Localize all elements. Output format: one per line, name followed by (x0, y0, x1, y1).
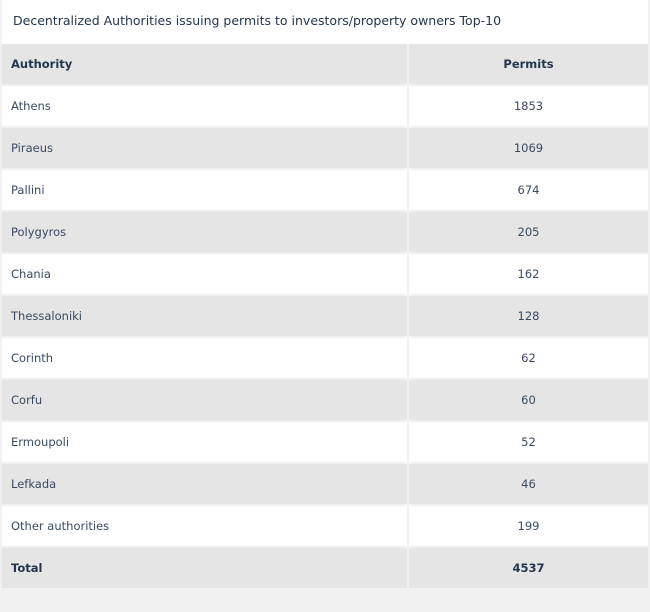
permits-cell: 162 (409, 254, 648, 294)
authority-cell: Athens (2, 86, 407, 126)
total-label: Total (2, 548, 407, 588)
authority-cell: Corinth (2, 338, 407, 378)
permits-cell: 62 (409, 338, 648, 378)
column-header-authority: Authority (2, 44, 407, 84)
authority-cell: Pallini (2, 170, 407, 210)
table-row: Pallini 674 (2, 170, 648, 210)
permits-cell: 674 (409, 170, 648, 210)
authority-cell: Lefkada (2, 464, 407, 504)
permits-cell: 128 (409, 296, 648, 336)
permits-cell: 52 (409, 422, 648, 462)
table-row: Piraeus 1069 (2, 128, 648, 168)
authority-cell: Other authorities (2, 506, 407, 546)
permits-cell: 199 (409, 506, 648, 546)
table-row: Corinth 62 (2, 338, 648, 378)
authority-cell: Piraeus (2, 128, 407, 168)
table-row: Athens 1853 (2, 86, 648, 126)
authority-cell: Ermoupoli (2, 422, 407, 462)
permits-cell: 1853 (409, 86, 648, 126)
authority-cell: Polygyros (2, 212, 407, 252)
table-row: Ermoupoli 52 (2, 422, 648, 462)
permits-cell: 1069 (409, 128, 648, 168)
table-row: Chania 162 (2, 254, 648, 294)
table-row: Other authorities 199 (2, 506, 648, 546)
total-value: 4537 (409, 548, 648, 588)
table-title: Decentralized Authorities issuing permit… (2, 0, 648, 44)
total-row: Total 4537 (2, 548, 648, 588)
permits-cell: 46 (409, 464, 648, 504)
permits-table: Authority Permits Athens 1853 Piraeus 10… (0, 42, 650, 590)
authority-cell: Thessaloniki (2, 296, 407, 336)
table-row: Thessaloniki 128 (2, 296, 648, 336)
table-row: Corfu 60 (2, 380, 648, 420)
authority-cell: Chania (2, 254, 407, 294)
permits-cell: 205 (409, 212, 648, 252)
authority-cell: Corfu (2, 380, 407, 420)
table-header-row: Authority Permits (2, 44, 648, 84)
permits-cell: 60 (409, 380, 648, 420)
table-row: Polygyros 205 (2, 212, 648, 252)
table-row: Lefkada 46 (2, 464, 648, 504)
column-header-permits: Permits (409, 44, 648, 84)
